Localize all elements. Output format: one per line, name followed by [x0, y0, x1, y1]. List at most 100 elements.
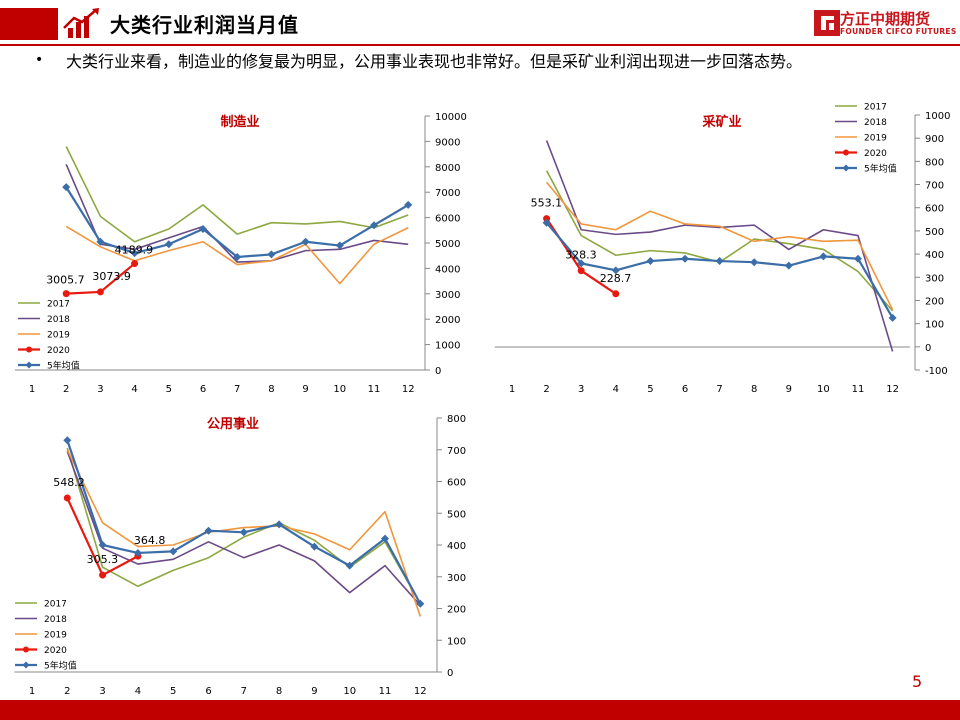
y-tick-label: 600: [447, 478, 466, 489]
data-point-2020: [612, 290, 620, 298]
series-line-2019: [545, 181, 894, 311]
legend-marker: [25, 361, 33, 369]
x-tick-label: 6: [200, 384, 206, 395]
legend-label: 5年均值: [864, 163, 897, 175]
data-point-5年均值: [345, 561, 354, 570]
data-point-5年均值: [819, 252, 828, 261]
data-label: 548.2: [53, 476, 85, 489]
legend-label: 5年均值: [44, 660, 77, 672]
legend-entry: 5年均值: [835, 163, 897, 175]
data-point-2020: [96, 288, 104, 296]
y-tick-label: 6000: [435, 214, 460, 225]
y-tick-label: 100: [447, 636, 466, 647]
company-logo: [814, 10, 840, 36]
legend-marker: [843, 149, 849, 156]
data-point-5年均值: [715, 257, 724, 266]
legend-marker: [22, 661, 30, 669]
x-tick-label: 3: [578, 384, 584, 395]
x-tick-label: 8: [276, 686, 282, 697]
y-tick-label: 900: [925, 134, 944, 145]
x-tick-label: 2: [543, 384, 549, 395]
y-tick-label: 700: [925, 181, 944, 192]
y-tick-label: 8000: [435, 163, 460, 174]
y-tick-label: 2000: [435, 315, 460, 326]
data-point-2020: [131, 260, 139, 268]
data-point-5年均值: [62, 183, 71, 192]
data-point-5年均值: [63, 436, 72, 445]
series-line-2018: [65, 163, 409, 263]
x-tick-label: 12: [402, 384, 415, 395]
x-tick-label: 11: [852, 384, 865, 395]
bullet-marker: •: [35, 52, 44, 68]
data-point-5年均值: [96, 237, 105, 246]
legend-marker: [842, 164, 850, 172]
y-tick-label: 10000: [435, 112, 467, 123]
data-point-5年均值: [335, 241, 344, 250]
data-point-5年均值: [233, 252, 242, 261]
legend-marker: [26, 346, 32, 353]
page-number: 5: [912, 672, 923, 691]
data-point-5年均值: [133, 548, 142, 557]
data-point-5年均值: [310, 542, 319, 551]
legend-entry: 2018: [18, 315, 70, 325]
x-tick-label: 11: [379, 686, 392, 697]
data-point-2020: [543, 215, 551, 223]
y-tick-label: 7000: [435, 188, 460, 199]
legend-label: 5年均值: [47, 360, 80, 372]
y-tick-label: 800: [447, 414, 466, 425]
footer-bar: [0, 700, 960, 720]
chart-title: 采矿业: [701, 114, 741, 130]
logo-name: 方正中期期货: [840, 10, 931, 28]
y-tick-label: 500: [925, 227, 944, 238]
data-point-5年均值: [750, 258, 759, 267]
y-tick-label: 200: [447, 605, 466, 616]
y-tick-label: 0: [447, 668, 453, 679]
x-tick-label: 2: [63, 384, 69, 395]
y-tick-label: 200: [925, 296, 944, 307]
x-tick-label: 3: [97, 384, 103, 395]
legend-entry: 2020: [18, 346, 70, 356]
data-point-5年均值: [416, 599, 425, 608]
y-tick-label: 500: [447, 509, 466, 520]
x-tick-label: 9: [302, 384, 308, 395]
series-line-2018: [66, 451, 421, 606]
x-tick-label: 10: [817, 384, 830, 395]
y-tick-label: 1000: [925, 111, 950, 122]
legend-label: 2017: [44, 600, 67, 610]
legend-label: 2019: [44, 631, 67, 641]
x-tick-label: 1: [509, 384, 515, 395]
data-point-5年均值: [275, 520, 284, 529]
x-tick-label: 10: [333, 384, 346, 395]
legend-entry: 5年均值: [15, 660, 77, 672]
x-tick-label: 6: [682, 384, 688, 395]
x-tick-label: 4: [613, 384, 619, 395]
x-tick-label: 12: [414, 686, 427, 697]
y-tick-label: 1000: [435, 341, 460, 352]
x-tick-label: 8: [268, 384, 274, 395]
legend-entry: 2017: [835, 103, 887, 113]
y-tick-label: 400: [925, 250, 944, 261]
legend-entry: 5年均值: [18, 360, 80, 372]
y-tick-label: 300: [447, 573, 466, 584]
data-label: 3073.9: [92, 270, 130, 283]
bullet-text: 大类行业来看，制造业的修复最为明显，公用事业表现也非常好。但是采矿业利润出现进一…: [66, 52, 803, 71]
legend-entry: 2019: [15, 631, 67, 641]
header-chart-icon: [0, 8, 99, 40]
data-point-5年均值: [204, 526, 213, 535]
y-tick-label: 3000: [435, 290, 460, 301]
data-point-2020: [63, 494, 71, 502]
page-title: 大类行业利润当月值: [110, 13, 299, 37]
x-tick-label: 5: [647, 384, 653, 395]
logo-subtitle: FOUNDER CIFCO FUTURES: [840, 27, 957, 36]
chart-title: 公用事业: [207, 416, 259, 432]
y-tick-label: 400: [447, 541, 466, 552]
legend-entry: 2020: [835, 149, 887, 159]
y-tick-label: -100: [925, 366, 948, 377]
data-label: 553.1: [531, 197, 563, 210]
y-tick-label: 800: [925, 157, 944, 168]
y-tick-label: 9000: [435, 137, 460, 148]
legend-entry: 2018: [15, 615, 67, 625]
x-tick-label: 9: [786, 384, 792, 395]
x-tick-label: 4: [131, 384, 137, 395]
